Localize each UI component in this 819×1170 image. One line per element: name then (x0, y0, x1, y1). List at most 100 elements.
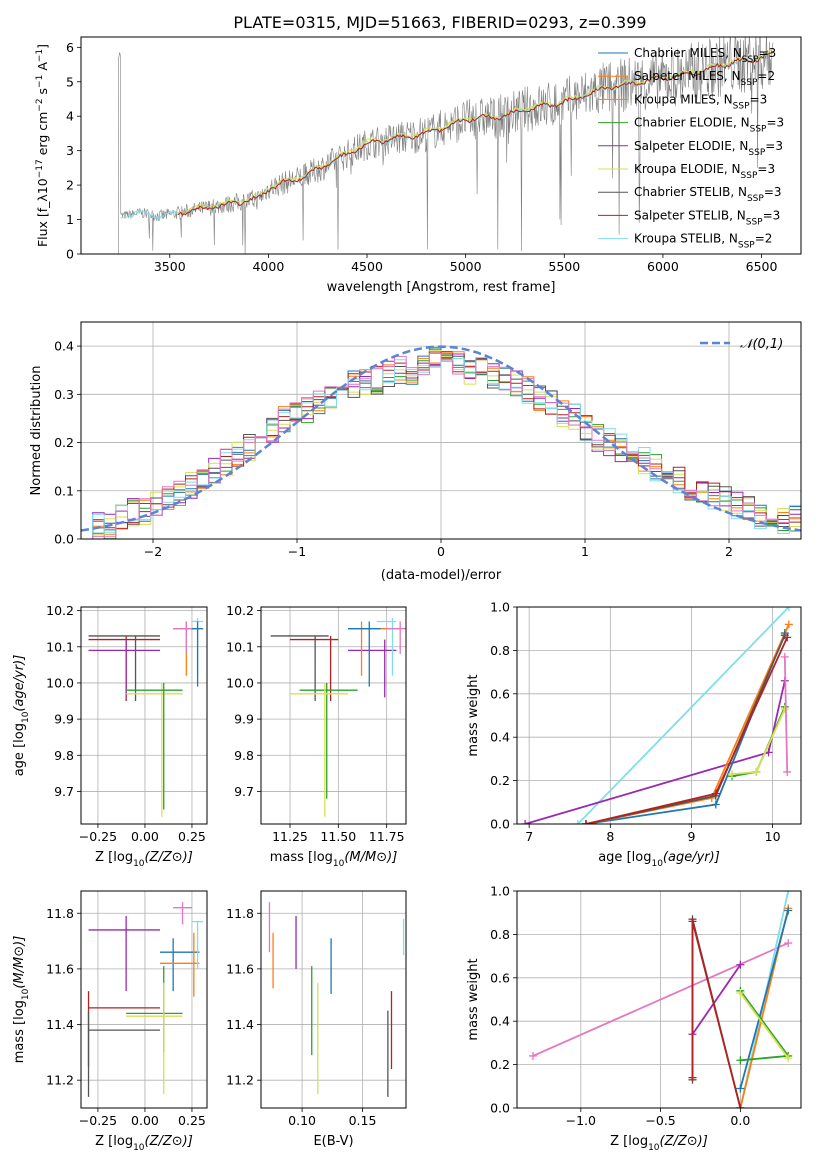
y-tick-label: 11.2 (226, 1073, 254, 1088)
x-axis-label: Z [log10(Z/Z⊙)] (95, 1134, 193, 1153)
x-tick-label: 11.75 (369, 829, 405, 844)
x-tick-label: 9 (687, 829, 695, 844)
series-point-orange (784, 620, 793, 629)
y-tick-label: 0.1 (54, 483, 74, 498)
series-line-yellow (739, 992, 789, 1059)
legend-label: Kroupa ELODIE, NSSP=3 (634, 162, 775, 181)
y-tick-label: 9.9 (54, 712, 74, 727)
y-axis-label: age [log10(age/yr)] (12, 655, 31, 777)
series-point-blue (711, 800, 720, 809)
normal-curve (81, 345, 801, 532)
legend-label: Kroupa STELIB, NSSP=2 (634, 232, 772, 251)
series-point-pink (783, 767, 792, 776)
x-tick-label: 4000 (252, 259, 284, 274)
chart-mass-vs-EBV: 0.10 0.15 11.2 11.4 11.6 11.8 E(B-V) (226, 890, 407, 1149)
x-tick-label: −0.5 (645, 1113, 675, 1128)
data-spectrum-line (114, 37, 774, 254)
y-tick-label: 9.8 (234, 748, 254, 763)
x-tick-label: 0.25 (178, 829, 206, 844)
series-point-red (688, 917, 697, 926)
x-axis-label: age [log10(age/yr)] (598, 850, 720, 869)
y-tick-label: 11.6 (46, 961, 74, 976)
series-point-cyan (573, 820, 582, 824)
histogram-pink (81, 353, 801, 539)
y-tick-label: 0.4 (54, 339, 74, 354)
x-tick-label: 0.00 (131, 1113, 159, 1128)
y-tick-label: 2 (66, 178, 74, 193)
series-point-pink (528, 1051, 537, 1060)
series-point-red (736, 1104, 745, 1108)
y-axis-label: mass [log10(M/M⊙)] (12, 936, 31, 1064)
y-tick-label: 5 (66, 74, 74, 89)
series-point-blue (784, 906, 793, 915)
x-tick-label: 11.50 (320, 829, 356, 844)
x-tick-label: 6500 (746, 259, 778, 274)
series-point-blue (736, 1084, 745, 1093)
series-line-cyan (577, 607, 790, 824)
series-point-red (581, 820, 590, 824)
x-tick-label: −0.25 (79, 829, 117, 844)
x-tick-label: 11.25 (272, 829, 308, 844)
y-axis-label: mass weight (466, 674, 481, 756)
y-tick-label: 0.8 (490, 927, 510, 942)
y-tick-label: 0.2 (490, 1057, 510, 1072)
y-axis-label: mass weight (466, 958, 481, 1040)
x-tick-label: 0.10 (288, 1113, 316, 1128)
x-tick-label: 6000 (647, 259, 679, 274)
series-point-yellow (728, 770, 737, 779)
y-tick-label: 11.8 (226, 906, 254, 921)
series-point-yellow (752, 767, 761, 776)
x-axis-label: E(B-V) (313, 1134, 353, 1149)
y-tick-label: 10.2 (226, 603, 254, 618)
series-point-yellow (784, 1054, 793, 1063)
y-tick-label: 11.6 (226, 961, 254, 976)
legend-label: Chabrier MILES, NSSP=3 (634, 46, 776, 65)
series-line-gray (585, 634, 786, 824)
figure-title: PLATE=0315, MJD=51663, FIBERID=0293, z=0… (233, 13, 646, 32)
series-line-red (585, 637, 789, 824)
series-point-yellow (780, 704, 789, 713)
y-tick-label: 6 (66, 40, 74, 55)
y-tick-label: 0.6 (490, 686, 510, 701)
y-tick-label: 11.8 (46, 906, 74, 921)
series-point-purple (521, 820, 530, 824)
chart-weight-vs-Z: −1.0 −0.5 0.0 0.0 0.2 0.4 0.6 0.8 1.0 Z [log10(Z/… (466, 884, 802, 1153)
legend-label: Salpeter ELODIE, NSSP=3 (634, 139, 783, 158)
x-tick-label: 0.0 (730, 1113, 750, 1128)
x-tick-label: −2 (144, 544, 162, 559)
y-tick-label: 11.4 (226, 1017, 254, 1032)
y-tick-label: 9.7 (234, 784, 254, 799)
chart-age-vs-Z: −0.25 0.00 0.25 9.7 9.8 9.9 10.0 10.1 10.2 Z [log… (12, 603, 208, 869)
plot-area-weight-vs-age (521, 607, 793, 824)
series-line-pink (532, 942, 789, 1057)
x-tick-label: 8 (606, 829, 614, 844)
series-point-pink (780, 652, 789, 661)
axes-frame (260, 890, 407, 1109)
y-tick-label: 0.2 (54, 435, 74, 450)
series-point-red (711, 789, 720, 798)
plot-area-spectrum (114, 37, 774, 254)
chart-residuals: −2 −1 0 1 2 0.0 0.1 0.2 0.3 0.4 𝒩(0,1) (data-model)… (29, 321, 802, 583)
x-axis-label: Z [log10(Z/Z⊙)] (610, 1134, 708, 1153)
y-tick-label: 0.0 (54, 532, 74, 547)
y-tick-label: 4 (66, 109, 74, 124)
y-tick-label: 0.3 (54, 387, 74, 402)
y-tick-label: 0.0 (490, 1101, 510, 1116)
axes-frame (80, 890, 208, 1109)
y-axis-label: Normed distribution (29, 366, 44, 496)
y-tick-label: 0 (66, 247, 74, 262)
x-tick-label: 0.25 (178, 1113, 206, 1128)
y-tick-label: 9.8 (54, 748, 74, 763)
series-point-cyan (784, 891, 793, 895)
plot-area-mass-vs-EBV (268, 902, 405, 1097)
y-axis-label: Flux [f_λ10−17 erg cm−2 s−1 A−1] (35, 44, 50, 247)
series-point-red (783, 633, 792, 642)
axes-frame (516, 606, 802, 825)
x-tick-label: 0 (437, 544, 445, 559)
charts: 3500 4000 4500 5000 5500 6000 6500 0 1 2 3 4 5 6 Chabr… (12, 36, 802, 1153)
y-tick-label: 10.1 (226, 639, 254, 654)
y-tick-label: 1.0 (490, 600, 510, 615)
x-tick-label: 1 (581, 544, 589, 559)
x-axis-label: (data-model)/error (381, 568, 502, 583)
